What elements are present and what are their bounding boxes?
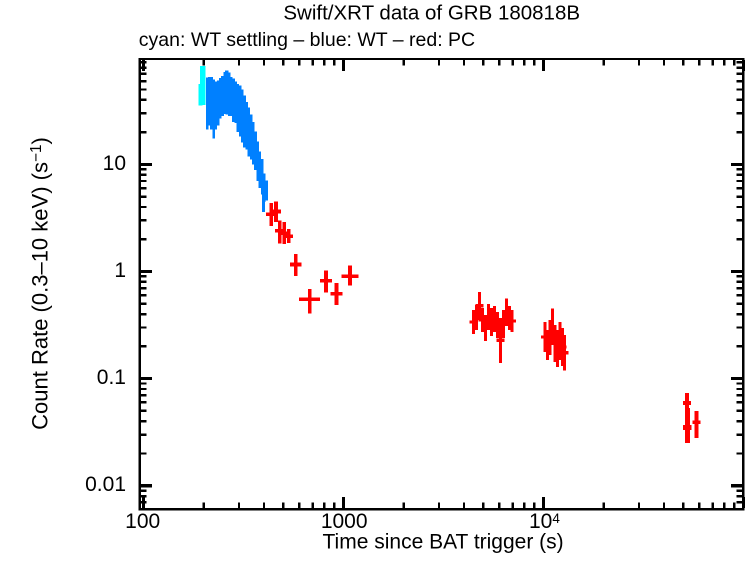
svg-text:0.1: 0.1 <box>97 366 126 389</box>
svg-text:100: 100 <box>125 510 160 533</box>
svg-text:1000: 1000 <box>321 510 368 533</box>
svg-text:Count Rate (0.3–10 keV) (s−1): Count Rate (0.3–10 keV) (s−1) <box>28 137 53 430</box>
svg-text:1: 1 <box>114 259 126 282</box>
svg-text:cyan: WT settling – blue: WT –: cyan: WT settling – blue: WT – red: PC <box>139 29 475 51</box>
svg-text:10: 10 <box>103 152 126 175</box>
svg-text:Swift/XRT data of GRB 180818B: Swift/XRT data of GRB 180818B <box>283 1 580 24</box>
svg-text:Time since BAT trigger (s): Time since BAT trigger (s) <box>323 531 564 554</box>
svg-text:0.01: 0.01 <box>85 473 126 496</box>
